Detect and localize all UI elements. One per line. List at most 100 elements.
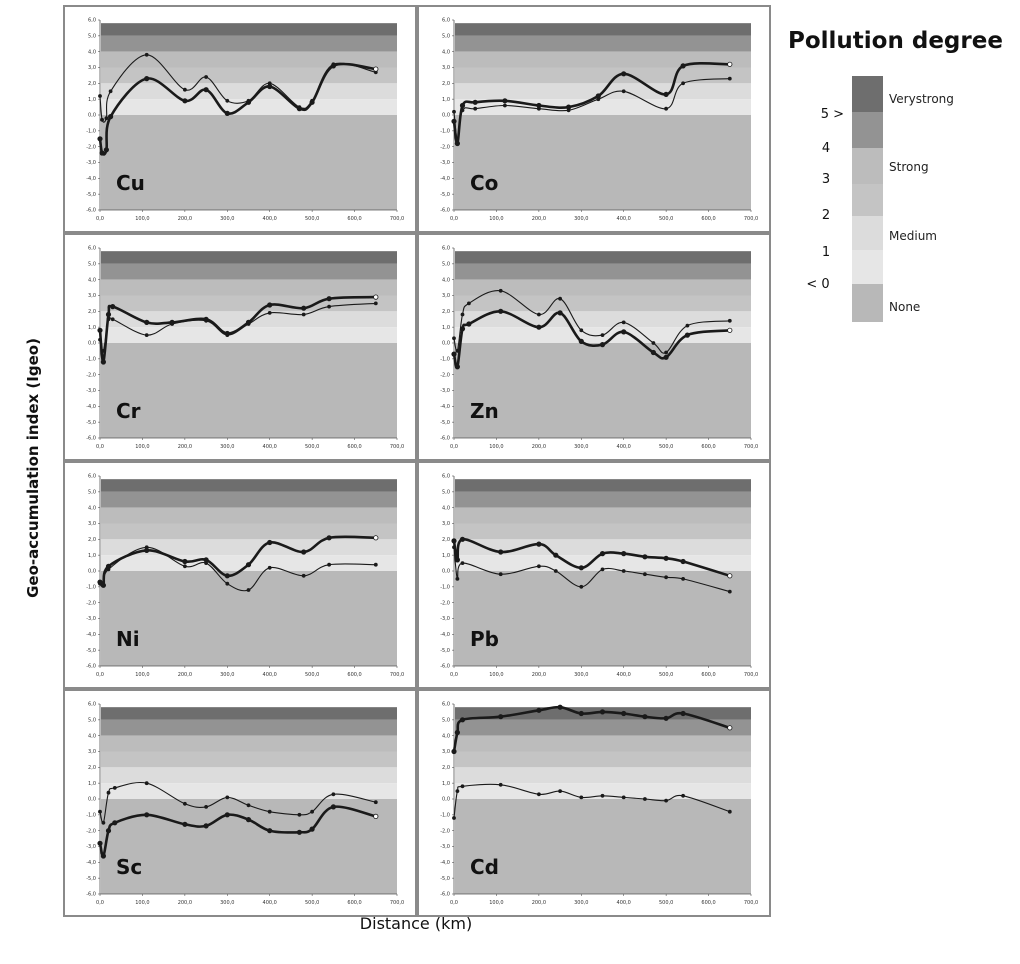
panel-ni: 6,0 5,0 4,0 3,0 2,0 1,0 0,0 -1,0 -2,0 -3,0 -4,0 -5,…: [63, 461, 417, 689]
y-tick-label: -1,0: [440, 129, 450, 135]
y-tick-label: 2,0: [88, 309, 96, 315]
y-tick-label: -2,0: [440, 144, 450, 150]
data-point: [557, 704, 563, 710]
data-point: [455, 789, 460, 793]
data-point: [536, 707, 542, 713]
data-point: [663, 715, 669, 721]
x-tick-label: 100,0: [489, 900, 503, 906]
y-tick-label: 4,0: [88, 505, 96, 511]
data-point: [297, 812, 302, 817]
data-point: [373, 294, 379, 300]
band-strong: [101, 507, 397, 524]
x-tick-label: 100,0: [489, 672, 503, 678]
y-tick-label: 0,0: [442, 113, 450, 119]
y-tick-label: 5,0: [442, 262, 450, 268]
y-tick-label: -4,0: [440, 860, 450, 866]
x-tick-label: 500,0: [305, 444, 319, 450]
data-point: [600, 567, 605, 572]
y-tick-label: -5,0: [86, 420, 96, 426]
data-point: [621, 550, 627, 557]
y-tick-label: 6,0: [442, 702, 450, 708]
data-point: [224, 812, 230, 818]
legend-class-strong: Strong: [889, 160, 929, 174]
data-point: [460, 561, 465, 565]
x-tick-label: 400,0: [617, 444, 631, 450]
data-point: [267, 83, 273, 90]
y-tick-label: -4,0: [440, 404, 450, 410]
y-tick-label: 0,0: [88, 569, 96, 575]
data-point: [100, 359, 107, 365]
y-tick-label: 4,0: [88, 49, 96, 55]
y-tick-label: 3,0: [442, 65, 450, 71]
x-tick-label: 0,0: [96, 900, 104, 906]
y-tick-label: -5,0: [86, 192, 96, 198]
data-point: [267, 809, 272, 814]
band-strong-upper: [101, 35, 397, 52]
data-point: [326, 535, 332, 541]
y-tick-label: 1,0: [88, 781, 96, 787]
y-tick-label: 4,0: [88, 277, 96, 283]
data-point: [579, 328, 584, 333]
data-point: [650, 349, 657, 356]
data-point: [455, 577, 460, 581]
band-none: [455, 571, 751, 666]
data-point: [621, 320, 626, 325]
y-tick-label: 1,0: [442, 781, 450, 787]
y-tick-label: -6,0: [440, 208, 450, 214]
panel-label: Cd: [470, 855, 499, 879]
x-tick-label: 500,0: [659, 900, 673, 906]
data-point: [144, 781, 149, 786]
data-point: [502, 103, 507, 108]
panel-grid: 6,0 5,0 4,0 3,0 2,0 1,0 0,0 -1,0 -2,0 -3,0 -4,0 -5,…: [63, 5, 771, 917]
x-tick-label: 200,0: [532, 216, 546, 222]
y-tick-label: 4,0: [442, 49, 450, 55]
data-point: [651, 341, 656, 345]
y-tick-label: 0,0: [442, 569, 450, 575]
band-strong-lower: [455, 751, 751, 768]
y-tick-label: -3,0: [440, 160, 450, 166]
data-point: [681, 793, 685, 798]
x-tick-label: 400,0: [263, 900, 277, 906]
data-point: [459, 102, 466, 109]
data-point: [245, 319, 252, 325]
y-tick-label: 4,0: [88, 733, 96, 739]
y-tick-label: 2,0: [442, 309, 450, 315]
data-point: [182, 821, 188, 827]
data-point: [680, 63, 686, 69]
data-point: [685, 323, 690, 328]
x-tick-label: 700,0: [744, 900, 758, 906]
data-point: [642, 554, 648, 560]
data-point: [98, 94, 102, 98]
y-tick-label: -1,0: [440, 813, 450, 819]
data-point: [565, 104, 572, 110]
band-medium-lower: [101, 99, 397, 115]
legend-swatch-none: [852, 284, 883, 322]
data-point: [100, 582, 107, 588]
band-medium-lower: [455, 783, 751, 799]
data-point: [680, 558, 686, 565]
y-tick-label: -2,0: [440, 600, 450, 606]
data-point: [310, 809, 315, 814]
y-tick-label: 2,0: [88, 765, 96, 771]
x-tick-label: 600,0: [347, 672, 361, 678]
y-tick-label: -4,0: [86, 404, 96, 410]
data-point: [578, 710, 584, 717]
data-point: [309, 826, 315, 832]
x-tick-label: 700,0: [390, 444, 404, 450]
data-point: [204, 75, 209, 79]
y-tick-label: -1,0: [440, 585, 450, 591]
y-tick-label: 3,0: [88, 293, 96, 299]
legend-swatch-medium: [852, 216, 883, 250]
panel-pb: 6,0 5,0 4,0 3,0 2,0 1,0 0,0 -1,0 -2,0 -3,0 -4,0 -5,…: [417, 461, 771, 689]
data-point: [100, 853, 107, 859]
data-point: [459, 536, 466, 542]
panel-co: 6,0 5,0 4,0 3,0 2,0 1,0 0,0 -1,0 -2,0 -3,0 -4,0 -5,…: [417, 5, 771, 233]
data-point: [454, 140, 460, 147]
data-point: [245, 99, 252, 105]
band-medium: [455, 767, 751, 784]
y-tick-label: -5,0: [440, 648, 450, 654]
data-point: [680, 710, 686, 717]
y-tick-label: -2,0: [86, 144, 96, 150]
data-point: [642, 714, 648, 720]
data-point: [498, 782, 503, 787]
